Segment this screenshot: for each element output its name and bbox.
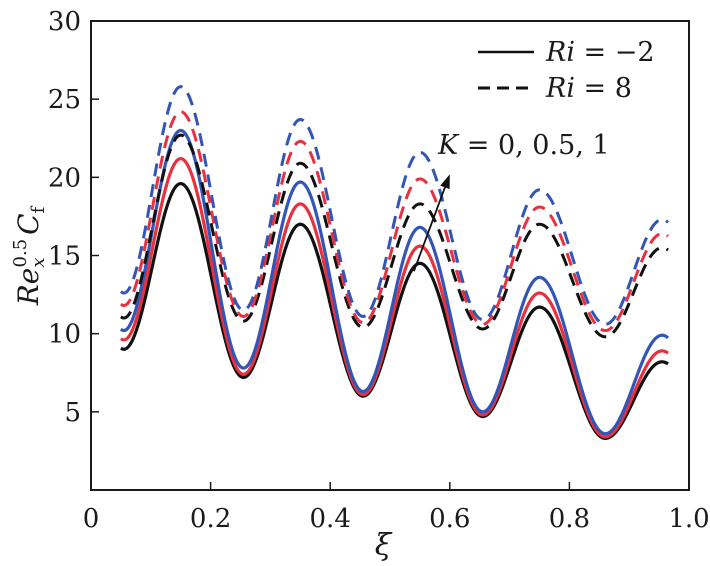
legend: Ri = −2 Ri = 8 bbox=[478, 37, 655, 104]
y-axis-title-sup: 0.5 bbox=[10, 239, 31, 268]
series-line bbox=[119, 128, 670, 436]
x-tick-label: 1.0 bbox=[668, 504, 709, 534]
k-annotation: K = 0, 0.5, 1 bbox=[413, 130, 610, 272]
y-tick-label: 10 bbox=[48, 320, 81, 350]
x-tick-label: 0.4 bbox=[310, 504, 351, 534]
annotation-arrow bbox=[413, 187, 446, 272]
y-tick-label: 25 bbox=[48, 85, 81, 115]
y-tick-label: 30 bbox=[48, 7, 81, 37]
x-tick-label: 0 bbox=[83, 504, 100, 534]
series-line bbox=[120, 156, 669, 439]
x-tick-label: 0.2 bbox=[190, 504, 231, 534]
y-axis-title-sub: x bbox=[28, 257, 49, 267]
series-line bbox=[120, 133, 669, 339]
series-line bbox=[120, 181, 669, 441]
y-tick-label: 5 bbox=[64, 398, 81, 428]
svg-text:Rex0.5Cf: Rex0.5 Cf bbox=[10, 205, 49, 306]
y-axis-title-second-base: C bbox=[12, 213, 45, 234]
annotation-label: K = 0, 0.5, 1 bbox=[437, 130, 610, 161]
y-axis-title-second-sub: f bbox=[28, 205, 49, 213]
y-tick-label: 20 bbox=[48, 163, 81, 193]
series-layer bbox=[119, 85, 670, 441]
x-axis-title: ξ bbox=[375, 528, 393, 563]
x-tick-label: 0.8 bbox=[549, 504, 590, 534]
ticks-layer: 0 0.2 0.4 0.6 0.8 1.0 5 10 15 20 25 30 bbox=[48, 7, 710, 534]
legend-entry-ri-8: Ri = 8 bbox=[545, 73, 632, 104]
series-line bbox=[120, 110, 669, 333]
y-axis-title: Rex0.5 Cf bbox=[10, 205, 49, 306]
y-tick-label: 15 bbox=[48, 242, 81, 272]
x-tick-label: 0.6 bbox=[429, 504, 470, 534]
y-axis-title-base: Re bbox=[12, 268, 45, 307]
annotation-arrowhead bbox=[440, 174, 450, 190]
legend-entry-ri-minus-2: Ri = −2 bbox=[545, 37, 655, 68]
series-line bbox=[120, 85, 670, 326]
